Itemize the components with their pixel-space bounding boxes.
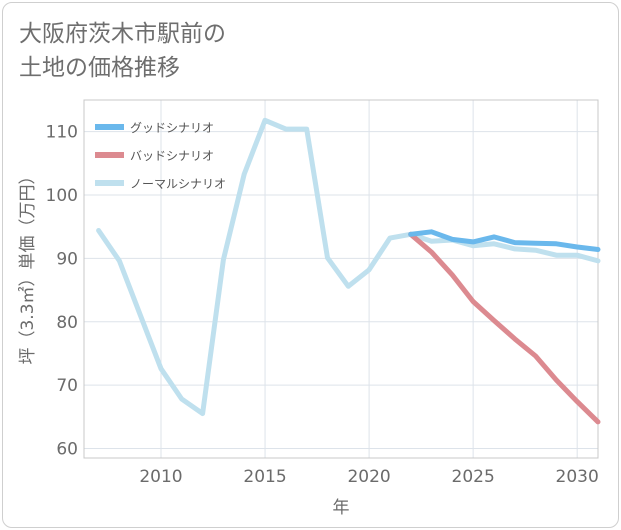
title-line-2: 土地の価格推移 [19, 55, 180, 81]
chart-title: 大阪府茨木市駅前の 土地の価格推移 [19, 17, 226, 85]
y-tick-label: 80 [56, 313, 78, 333]
x-tick-label: 2010 [139, 467, 182, 487]
x-tick-label: 2020 [347, 467, 390, 487]
x-tick-label: 2030 [556, 467, 599, 487]
x-tick-label: 2015 [243, 467, 286, 487]
y-axis-ticks: 60 70 80 90 100 110 [46, 123, 78, 460]
plot-border [83, 99, 599, 459]
y-tick-label: 70 [56, 376, 78, 396]
series-line [96, 117, 601, 417]
series-lines [96, 117, 601, 425]
y-tick-label: 60 [56, 439, 78, 459]
x-tick-label: 2025 [452, 467, 495, 487]
y-tick-label: 100 [46, 186, 78, 206]
y-axis-label: 坪（3.3㎡）単価（万円） [18, 167, 38, 364]
title-line-1: 大阪府茨木市駅前の [19, 21, 226, 47]
y-tick-label: 110 [46, 123, 78, 143]
grid [84, 100, 598, 458]
series-line [408, 231, 601, 425]
x-axis-ticks: 2010 2015 2020 2025 2030 [139, 467, 598, 487]
y-tick-label: 90 [56, 249, 78, 269]
legend-label: ノーマルシナリオ [130, 177, 226, 191]
series-line [408, 229, 601, 252]
x-axis-label: 年 [333, 498, 350, 518]
legend-label: バッドシナリオ [130, 149, 214, 163]
legend-label: グッドシナリオ [130, 121, 214, 135]
